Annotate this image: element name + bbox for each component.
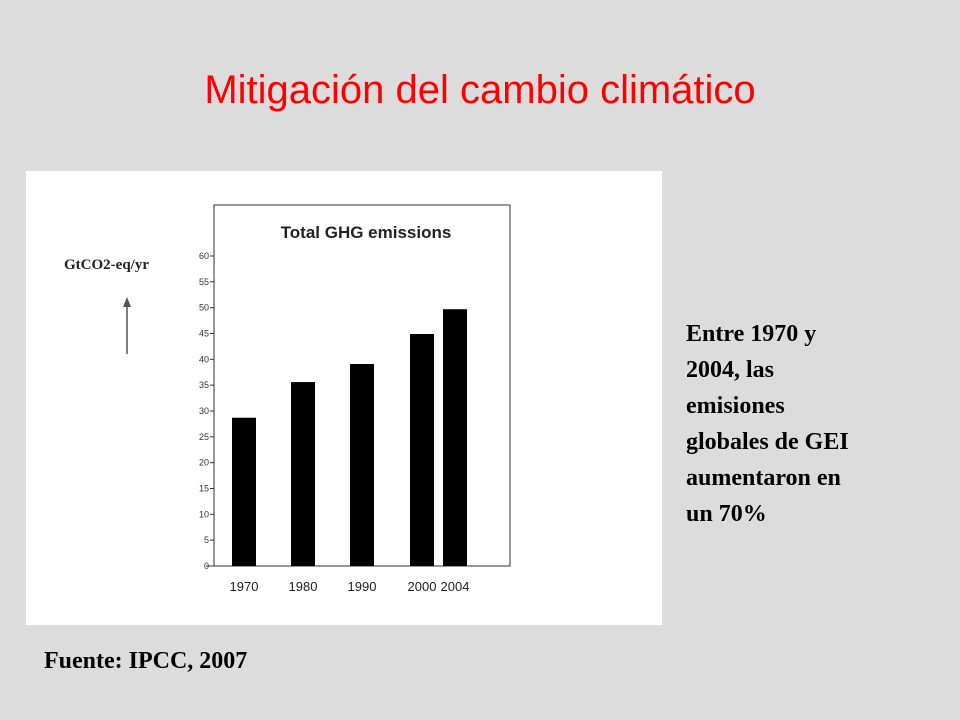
y-tick-label: 35	[199, 380, 209, 390]
side-note-line: globales de GEI	[686, 429, 849, 455]
side-note-line: un 70%	[686, 501, 767, 527]
side-note-line: 2004, las	[686, 357, 775, 383]
bar-2000	[410, 334, 434, 566]
y-tick-label: 45	[199, 329, 209, 339]
side-note-line: Entre 1970 y	[686, 321, 817, 347]
y-tick-label: 55	[199, 277, 209, 287]
side-note: Entre 1970 y 2004, las emisiones globale…	[686, 316, 926, 532]
x-tick-label: 2000	[408, 579, 437, 594]
bar-1980	[291, 382, 315, 566]
y-tick-label: 50	[199, 303, 209, 313]
chart-title: Total GHG emissions	[281, 223, 452, 242]
y-tick-label: 15	[199, 484, 209, 494]
y-tick-label: 60	[199, 251, 209, 261]
chart-panel: GtCO2-eq/yr Total GHG emissions 0 5 10 15 20…	[26, 171, 662, 625]
side-note-line: emisiones	[686, 393, 785, 419]
chart-marks: 0 5 10 15 20 25 30 35 40 45 50 55 60 1970 1980 1990 2000…	[199, 251, 510, 594]
x-tick-label: 1980	[289, 579, 318, 594]
y-tick-label: 30	[199, 406, 209, 416]
slide-title: Mitigación del cambio climático	[204, 68, 756, 112]
x-tick-label: 1970	[230, 579, 259, 594]
y-tick-label: 20	[199, 458, 209, 468]
y-tick-label: 0	[204, 561, 209, 571]
bar-2004	[443, 309, 467, 566]
side-note-line: aumentaron en	[686, 465, 841, 491]
y-axis-unit-label: GtCO2-eq/yr	[64, 257, 149, 273]
y-tick-label: 25	[199, 432, 209, 442]
x-tick-label: 2004	[441, 579, 470, 594]
source-citation: Fuente: IPCC, 2007	[44, 648, 248, 674]
y-tick-label: 10	[199, 509, 209, 519]
x-tick-label: 1990	[348, 579, 377, 594]
bar-1970	[232, 417, 256, 566]
y-tick-label: 40	[199, 354, 209, 364]
emissions-bar-chart: Total GHG emissions 0 5 10 15 20 25 30 35 40 45 50…	[123, 204, 511, 594]
y-axis-arrow-head	[123, 297, 131, 307]
bar-1990	[350, 363, 374, 566]
y-tick-label: 5	[204, 535, 209, 545]
